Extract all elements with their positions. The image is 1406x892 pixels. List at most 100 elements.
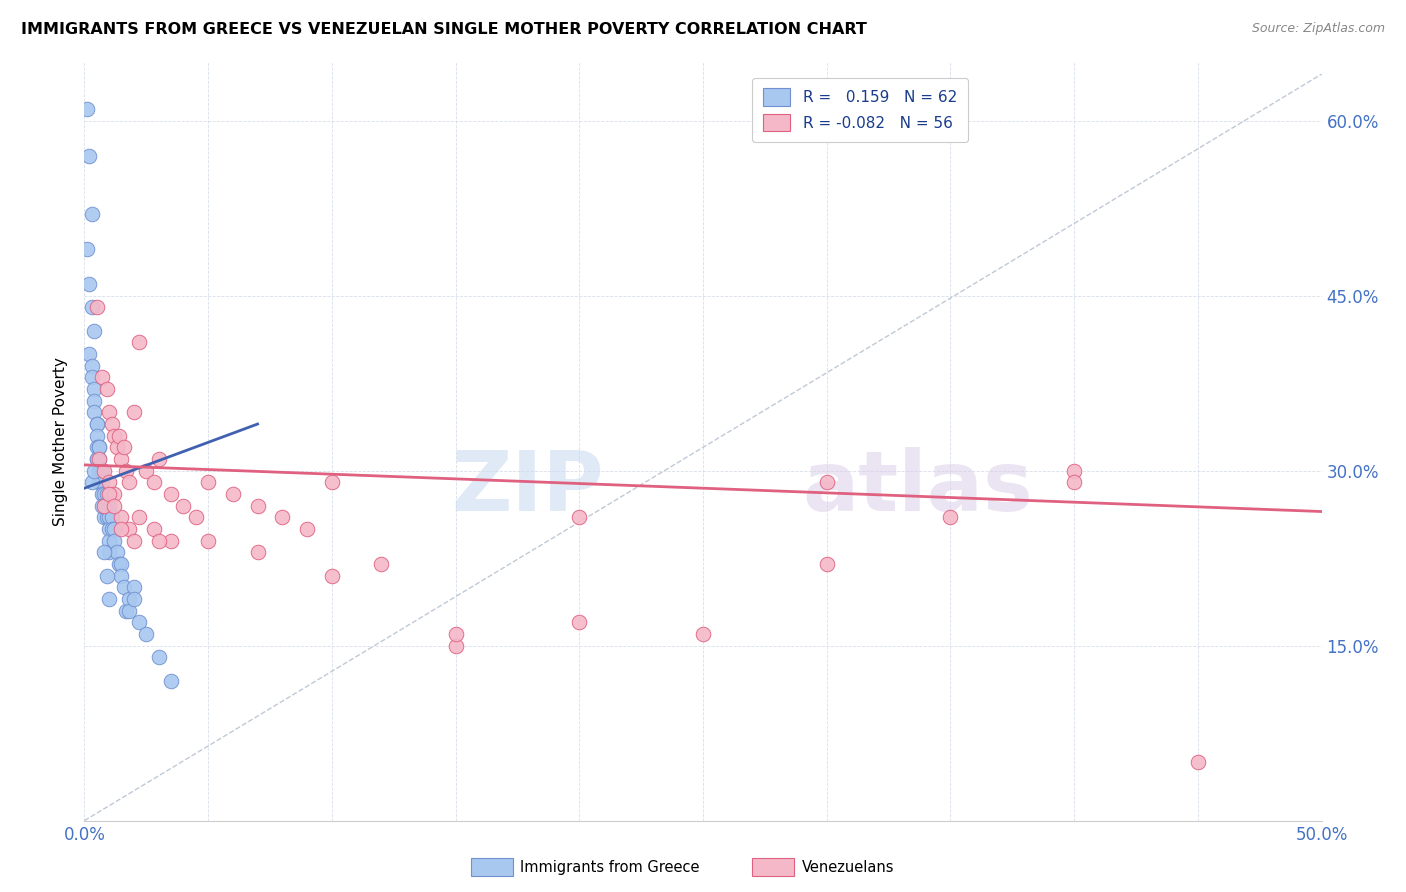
Point (96, 510, 118, 524)
Point (370, 557, 392, 571)
Point (112, 441, 135, 455)
Point (1063, 475, 1085, 490)
Point (89, 452, 111, 467)
Point (86, 452, 108, 467)
Point (76, 242, 98, 256)
Point (184, 510, 207, 524)
Point (98, 487, 121, 501)
Point (122, 405, 145, 419)
Point (79, 347, 101, 361)
Point (112, 580, 135, 594)
Point (93, 499, 115, 513)
Point (98, 499, 121, 513)
Point (110, 510, 132, 524)
Point (815, 475, 838, 490)
Point (103, 428, 125, 442)
Text: ZIP: ZIP (451, 447, 605, 527)
Point (103, 522, 125, 536)
Point (271, 510, 294, 524)
Point (79, 277, 101, 291)
Point (692, 627, 714, 641)
Text: Source: ZipAtlas.com: Source: ZipAtlas.com (1251, 22, 1385, 36)
Point (444, 627, 467, 641)
Point (98, 592, 121, 607)
Y-axis label: Single Mother Poverty: Single Mother Poverty (53, 357, 69, 526)
Point (98, 522, 121, 536)
Point (103, 533, 125, 548)
Point (96, 487, 118, 501)
Point (103, 487, 125, 501)
Point (160, 533, 183, 548)
Point (197, 475, 219, 490)
Point (135, 627, 157, 641)
Point (103, 499, 125, 513)
Point (160, 487, 183, 501)
Point (93, 510, 115, 524)
Point (100, 522, 122, 536)
Point (86, 417, 108, 431)
Point (80, 301, 103, 315)
Point (108, 428, 131, 442)
Point (98, 405, 121, 419)
Point (76, 102, 98, 116)
Point (86, 441, 108, 455)
Point (86, 417, 108, 431)
Point (246, 499, 269, 513)
Point (815, 557, 838, 571)
Point (128, 335, 150, 350)
Point (98, 533, 121, 548)
Point (142, 522, 165, 536)
Point (86, 452, 108, 467)
Text: IMMIGRANTS FROM GREECE VS VENEZUELAN SINGLE MOTHER POVERTY CORRELATION CHART: IMMIGRANTS FROM GREECE VS VENEZUELAN SIN… (21, 22, 868, 37)
Point (122, 533, 145, 548)
Point (128, 615, 150, 630)
Text: Venezuelans: Venezuelans (801, 860, 894, 874)
Point (90, 487, 112, 501)
Point (1187, 756, 1209, 770)
Point (321, 475, 343, 490)
Point (105, 441, 128, 455)
Point (115, 464, 138, 478)
Point (80, 475, 103, 490)
Point (118, 592, 141, 607)
Point (80, 370, 103, 384)
Point (89, 441, 111, 455)
Point (93, 499, 115, 513)
Point (160, 673, 183, 688)
Point (100, 417, 122, 431)
Point (83, 393, 105, 408)
Point (83, 405, 105, 419)
Point (246, 545, 269, 559)
Point (80, 207, 103, 221)
Point (110, 557, 132, 571)
Point (90, 475, 112, 490)
Point (80, 359, 103, 373)
Point (142, 475, 165, 490)
Point (100, 510, 122, 524)
Point (89, 464, 111, 478)
Point (148, 650, 170, 665)
Point (110, 452, 132, 467)
Point (89, 475, 111, 490)
Point (295, 522, 318, 536)
Point (110, 522, 132, 536)
Point (89, 452, 111, 467)
Point (118, 475, 141, 490)
Point (93, 487, 115, 501)
Point (321, 568, 343, 582)
Point (148, 452, 170, 467)
Point (93, 464, 115, 478)
Point (128, 510, 150, 524)
Point (79, 149, 101, 163)
Point (939, 510, 962, 524)
Point (172, 499, 194, 513)
Point (135, 464, 157, 478)
Point (118, 522, 141, 536)
Point (93, 545, 115, 559)
Point (90, 499, 112, 513)
Point (122, 580, 145, 594)
Point (90, 464, 112, 478)
Legend: R =   0.159   N = 62, R = -0.082   N = 56: R = 0.159 N = 62, R = -0.082 N = 56 (752, 78, 967, 142)
Point (105, 545, 128, 559)
Point (110, 568, 132, 582)
